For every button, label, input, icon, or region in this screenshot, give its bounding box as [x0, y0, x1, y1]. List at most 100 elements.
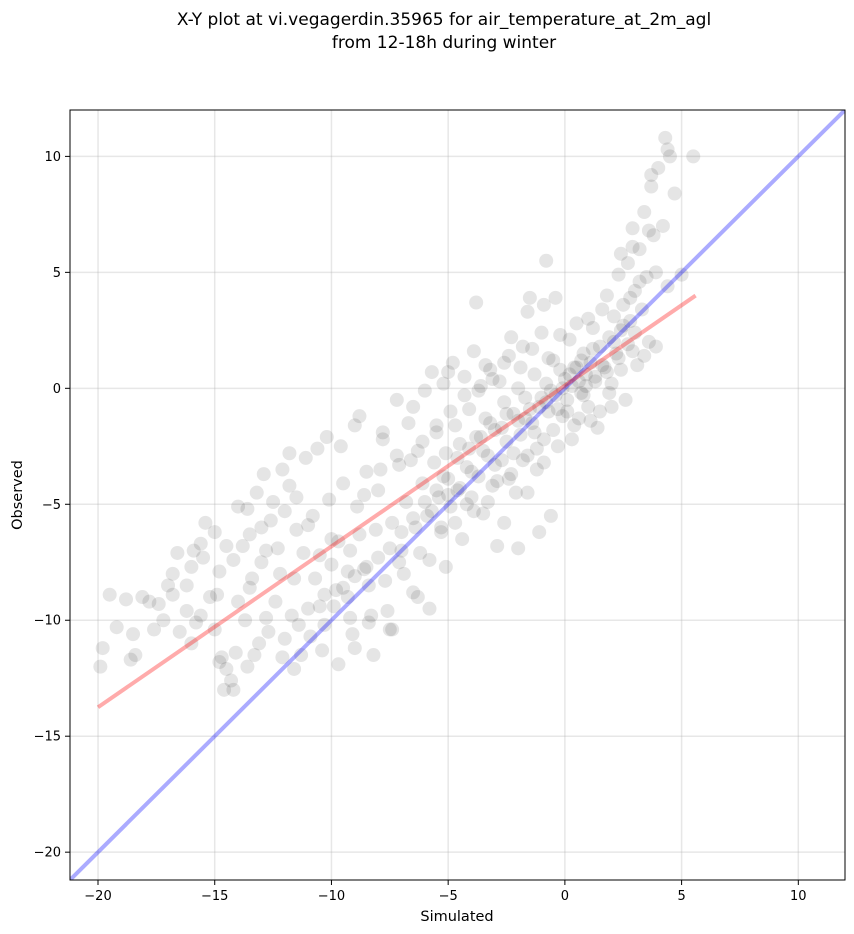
data-point [347, 418, 362, 433]
data-point [674, 267, 689, 282]
data-point [611, 267, 626, 282]
data-point [179, 578, 194, 593]
data-point [497, 355, 512, 370]
data-point [588, 369, 603, 384]
data-point [291, 617, 306, 632]
data-point [625, 221, 640, 236]
data-point [135, 590, 150, 605]
data-point [497, 395, 512, 410]
data-point [93, 659, 108, 674]
data-point [473, 378, 488, 393]
data-point [438, 559, 453, 574]
data-point [562, 367, 577, 382]
data-point [534, 325, 549, 340]
data-point [424, 504, 439, 519]
data-point [408, 520, 423, 535]
data-point [315, 643, 330, 658]
data-point [441, 488, 456, 502]
data-point [422, 552, 437, 567]
data-point [571, 411, 586, 426]
data-point [340, 564, 355, 579]
data-point [534, 390, 549, 405]
data-point [245, 571, 260, 586]
identity-line [70, 110, 845, 880]
data-point [240, 501, 255, 516]
data-point [373, 462, 388, 477]
data-point [303, 629, 318, 644]
data-point [452, 436, 467, 451]
data-point [455, 532, 470, 547]
data-point [212, 654, 227, 669]
data-point [623, 290, 638, 305]
data-point [214, 650, 229, 665]
data-point [305, 508, 320, 523]
data-point [476, 506, 491, 521]
data-point [424, 365, 439, 380]
data-point [492, 374, 507, 389]
data-point [312, 599, 327, 614]
data-point [644, 179, 659, 194]
data-point [588, 374, 603, 389]
data-point [564, 432, 579, 447]
data-point [522, 290, 537, 305]
data-point [616, 318, 631, 333]
data-point [436, 376, 451, 391]
data-point [595, 302, 610, 317]
data-point [126, 627, 141, 642]
data-point [382, 622, 397, 637]
data-point [287, 571, 302, 586]
data-point [287, 661, 302, 676]
data-point [616, 297, 631, 312]
data-point [450, 483, 465, 498]
data-point [541, 404, 556, 419]
data-point [660, 142, 675, 157]
data-point [648, 265, 663, 280]
data-point [406, 511, 421, 526]
data-point [464, 490, 479, 505]
data-point [583, 355, 598, 370]
data-point [585, 321, 600, 336]
plot-frame [69, 109, 846, 881]
data-point [219, 661, 234, 676]
data-point [301, 518, 316, 533]
data-point [536, 297, 551, 312]
data-point [525, 416, 540, 431]
data-point [518, 411, 533, 426]
x-tick-label: −20 [84, 889, 111, 904]
data-point [438, 446, 453, 461]
data-point [499, 434, 514, 449]
data-point [466, 344, 481, 359]
data-point [655, 218, 670, 233]
grid-lines [70, 110, 845, 880]
data-point [504, 467, 519, 482]
data-point [469, 430, 484, 445]
data-point [343, 610, 358, 625]
data-point [529, 441, 544, 456]
data-point [639, 269, 654, 284]
data-point [648, 339, 663, 354]
data-point [555, 409, 570, 424]
data-point [361, 615, 376, 630]
data-point [231, 499, 246, 514]
data-point [641, 334, 656, 349]
data-point [550, 439, 565, 454]
data-point [606, 334, 621, 349]
data-point [602, 330, 617, 345]
data-point [289, 522, 304, 537]
data-point [403, 453, 418, 468]
data-point [406, 585, 421, 600]
data-point [282, 478, 297, 493]
data-point [429, 483, 444, 498]
data-point [368, 522, 383, 537]
data-point [247, 648, 262, 663]
data-point [497, 515, 512, 530]
data-point [161, 578, 176, 593]
data-point [357, 562, 372, 577]
data-point [686, 149, 701, 164]
data-point [485, 372, 500, 387]
data-point [613, 323, 628, 338]
data-point [658, 130, 673, 145]
y-tick-label: −10 [34, 614, 61, 629]
data-point [443, 404, 458, 419]
data-point [567, 360, 582, 375]
